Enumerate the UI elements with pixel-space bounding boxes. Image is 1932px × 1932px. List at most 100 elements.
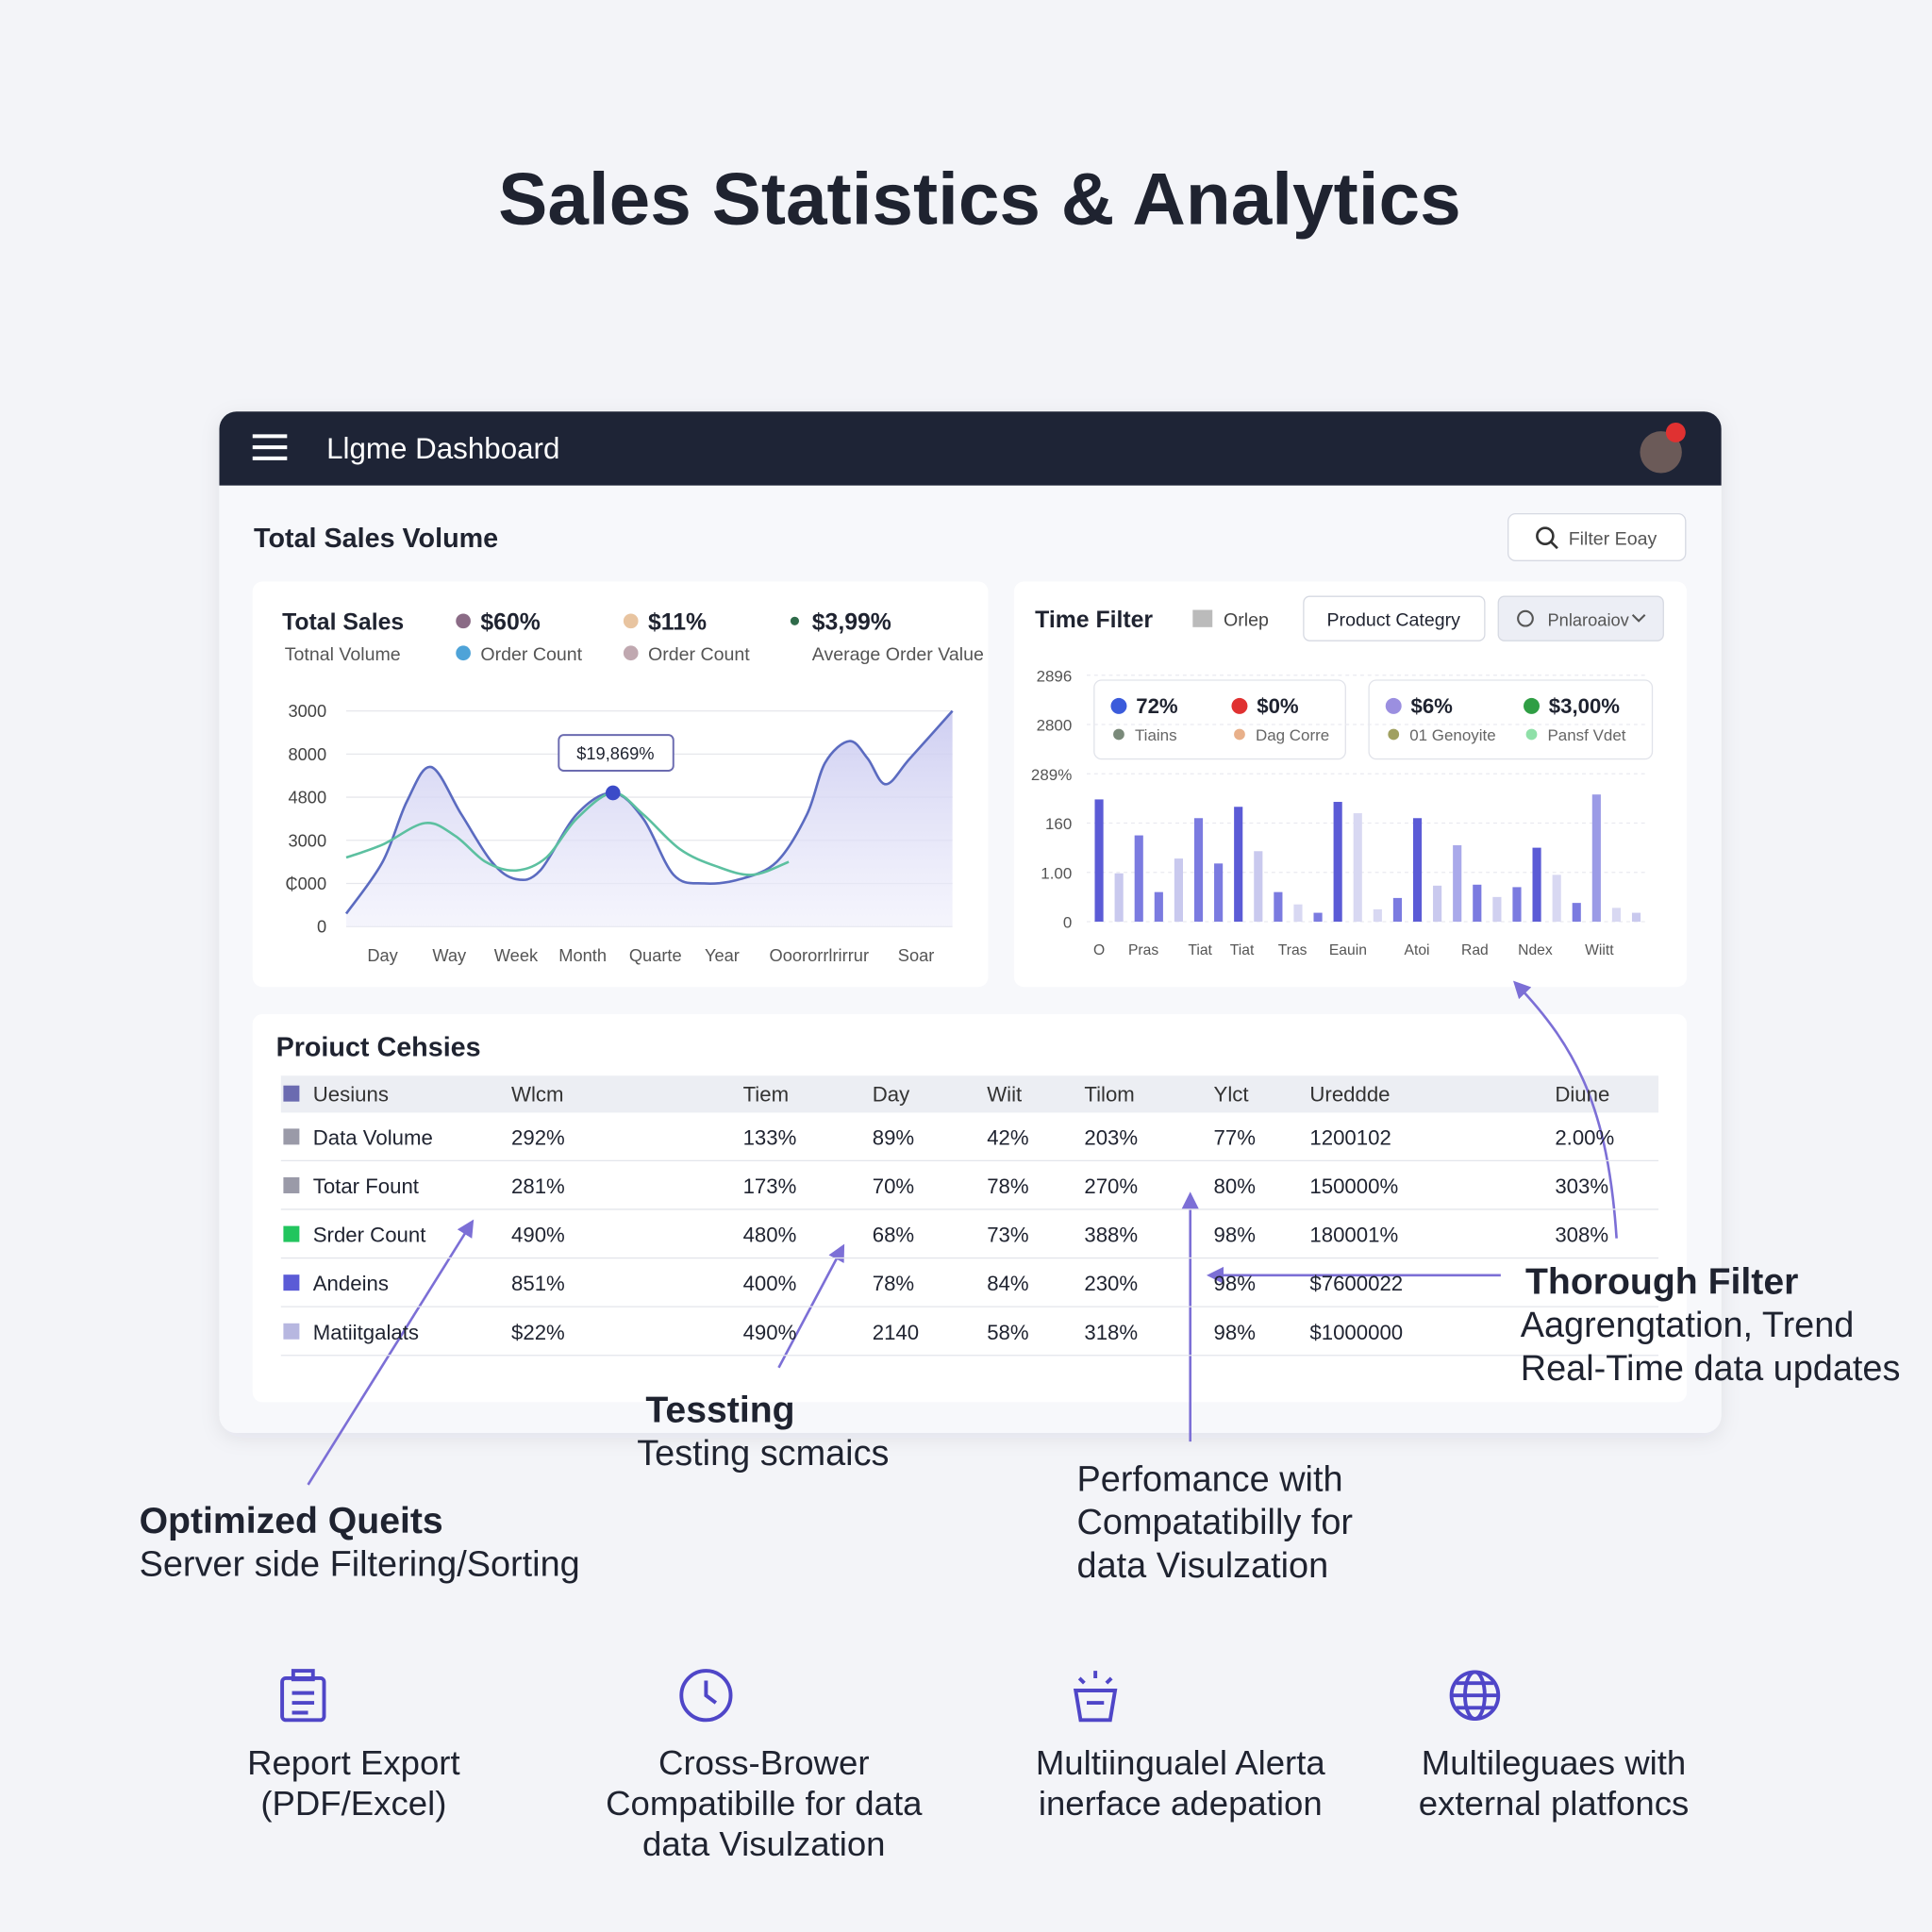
table-cell: 78% <box>873 1272 914 1295</box>
table-cell: 490% <box>511 1224 565 1247</box>
table-cell: Totar Fount <box>313 1174 419 1198</box>
filter-button[interactable]: Filter Eoay <box>1507 513 1687 561</box>
annotation-text: Aagrengtation, Trend <box>1521 1306 1855 1345</box>
table-cell: 270% <box>1084 1174 1138 1198</box>
annotation-title: Tessting <box>645 1390 794 1430</box>
table-header-cell: Ylct <box>1214 1083 1249 1107</box>
table-cell: Matiitgalats <box>313 1321 419 1344</box>
table-cell: 68% <box>873 1224 914 1247</box>
table-cell: 203% <box>1084 1125 1138 1149</box>
bar <box>1473 884 1482 922</box>
bar <box>1512 887 1522 922</box>
y-tick-label: 2896 <box>1037 667 1073 685</box>
legend-sub-dot <box>1388 728 1400 741</box>
x-tick-label: Atoi <box>1405 942 1430 958</box>
legend-value: $6% <box>1411 694 1454 718</box>
bar <box>1293 904 1303 922</box>
category-button[interactable] <box>1303 595 1486 641</box>
y-tick-label: ₵000 <box>285 874 326 893</box>
stat-value: Total Sales <box>282 609 404 635</box>
legend-box <box>1368 679 1654 760</box>
table-cell: 2140 <box>873 1321 919 1344</box>
highlight-dot <box>605 785 621 801</box>
table-cell: Srder Count <box>313 1224 426 1247</box>
table-cell: 150000% <box>1309 1174 1398 1198</box>
table-cell: 78% <box>987 1174 1028 1198</box>
table-cell: 308% <box>1555 1224 1608 1247</box>
table-cell: Andeins <box>313 1272 389 1295</box>
legend-dot <box>1385 697 1402 714</box>
feature-label: inerface adepation <box>1039 1784 1323 1823</box>
notification-badge[interactable] <box>1665 423 1686 442</box>
stat-dot <box>456 613 471 629</box>
checkbox-label: Orlep <box>1224 610 1269 631</box>
feature-label: Multiingualel Alerta <box>1036 1743 1326 1782</box>
legend-value: $0% <box>1257 694 1299 718</box>
alert-icon <box>1073 1671 1118 1723</box>
x-tick-label: Year <box>705 945 740 965</box>
table-header-cell: Tilom <box>1084 1083 1134 1107</box>
table-header-band <box>280 1075 1659 1113</box>
y-tick-label: 0 <box>1063 914 1072 932</box>
table-cell: 230% <box>1084 1272 1138 1295</box>
area <box>346 710 953 927</box>
legend-dot <box>1231 697 1248 714</box>
table-title: Proiuct Cehsies <box>276 1032 481 1062</box>
section-title: Total Sales Volume <box>254 524 498 554</box>
feature-label: Compatibille for data <box>606 1784 923 1823</box>
table-cell: 98% <box>1214 1321 1256 1344</box>
bar <box>1392 897 1403 922</box>
y-tick-label: 4800 <box>288 788 326 808</box>
table-cell: 77% <box>1214 1125 1256 1149</box>
annotation-text: Server side Filtering/Sorting <box>140 1545 580 1585</box>
y-tick-label: 8000 <box>288 744 326 764</box>
avatar[interactable] <box>1640 431 1682 474</box>
table-header-cell: Wiit <box>987 1083 1022 1107</box>
bar <box>1353 813 1362 922</box>
table-cell: $1000000 <box>1309 1321 1403 1344</box>
legend-label: Dag Corre <box>1256 726 1329 744</box>
dropdown[interactable] <box>1497 595 1664 641</box>
annotation-title: Thorough Filter <box>1525 1261 1798 1302</box>
bar <box>1274 891 1283 922</box>
stat-label: Average Order Value <box>812 644 984 665</box>
table-cell: 98% <box>1214 1272 1256 1295</box>
row-swatch <box>283 1128 300 1145</box>
table-header-cell: Day <box>873 1083 910 1107</box>
x-tick-label: Month <box>558 945 607 965</box>
bar <box>1154 891 1163 922</box>
checkbox[interactable] <box>1192 609 1213 627</box>
menu-icon[interactable] <box>252 434 288 460</box>
globe-icon <box>1449 1670 1501 1721</box>
line <box>345 791 790 876</box>
legend-label: Pansf Vdet <box>1547 726 1625 744</box>
legend-sub-dot <box>1113 728 1124 741</box>
row-swatch <box>283 1225 300 1242</box>
table-cell: 851% <box>511 1272 565 1295</box>
y-tick-label: 3000 <box>288 830 326 850</box>
x-tick-label: Rad <box>1461 942 1489 958</box>
table-cell: 58% <box>987 1321 1028 1344</box>
dropdown-icon <box>1517 609 1534 627</box>
time-panel <box>1013 581 1688 988</box>
bar <box>1591 794 1601 922</box>
table-cell: 73% <box>987 1224 1028 1247</box>
table-cell: 42% <box>987 1125 1028 1149</box>
table-header-cell: Tiem <box>743 1083 789 1107</box>
bar <box>1254 851 1263 922</box>
x-tick-label: Week <box>494 945 539 965</box>
stat-dot <box>623 613 639 629</box>
x-tick-label: Day <box>367 945 398 965</box>
table-cell: 70% <box>873 1174 914 1198</box>
y-tick-label: 1.00 <box>1041 864 1072 882</box>
annotation-text: Compatatibilly for <box>1077 1503 1353 1542</box>
table-cell: $7600022 <box>1309 1272 1403 1295</box>
x-tick-label: Eauin <box>1329 942 1367 958</box>
stat-label: Totnal Volume <box>285 644 401 665</box>
x-tick-label: Quarte <box>629 945 682 965</box>
legend-value: $3,00% <box>1549 694 1621 718</box>
legend-label: Tiains <box>1135 726 1177 744</box>
tooltip-box <box>558 734 675 772</box>
clock-icon <box>679 1669 733 1723</box>
stat-value: $60% <box>480 609 540 635</box>
